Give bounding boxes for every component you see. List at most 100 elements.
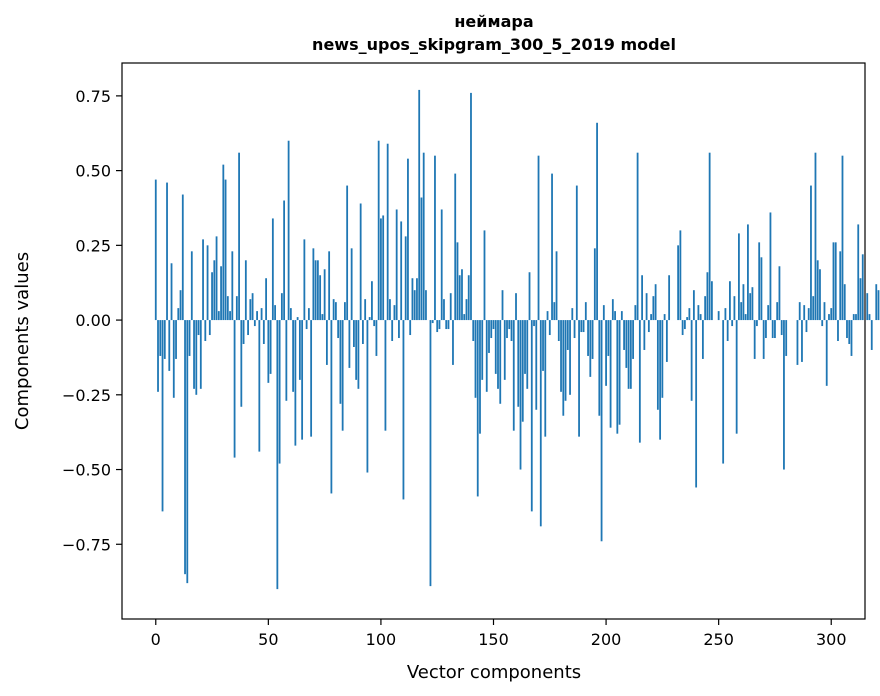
bar-267	[756, 320, 758, 327]
x-tick-label: 100	[366, 630, 397, 649]
bar-15	[188, 320, 191, 356]
bar-3	[161, 320, 164, 512]
bar-220	[650, 314, 653, 321]
bar-0	[154, 179, 157, 321]
bar-255	[729, 281, 731, 321]
bar-82	[339, 320, 342, 404]
bar-170	[537, 155, 540, 321]
bar-272	[767, 305, 770, 321]
bar-160	[515, 293, 517, 321]
bar-95	[368, 317, 371, 321]
bar-211	[629, 320, 632, 389]
bar-180	[560, 320, 562, 392]
bar-178	[555, 251, 558, 321]
bar-13	[184, 320, 186, 575]
bar-66	[303, 239, 306, 321]
bar-25	[211, 272, 213, 321]
bar-172	[542, 320, 544, 371]
bar-79	[332, 299, 335, 321]
bar-254	[726, 320, 729, 341]
bar-243	[701, 320, 704, 359]
bar-115	[413, 290, 416, 321]
bar-107	[395, 209, 398, 321]
bar-59	[287, 140, 290, 321]
x-axis-label: Vector components	[407, 662, 581, 683]
bar-237	[688, 308, 691, 321]
bar-12	[181, 194, 184, 321]
y-tick-label: 0.50	[75, 162, 111, 181]
bar-259	[738, 233, 740, 321]
bar-226	[663, 314, 666, 321]
y-tick-label: −0.75	[62, 535, 111, 554]
bar-269	[760, 257, 763, 321]
bar-293	[814, 152, 817, 321]
bar-305	[841, 155, 844, 321]
bar-5	[166, 182, 168, 321]
bar-117	[418, 89, 421, 321]
bar-14	[186, 320, 189, 584]
y-tick-label: 0.00	[75, 311, 111, 330]
bar-102	[384, 320, 387, 431]
y-tick-label: 0.25	[75, 236, 111, 255]
bar-1	[157, 320, 159, 392]
plot-frame	[121, 62, 866, 620]
bar-132	[452, 320, 454, 365]
bar-10	[177, 308, 180, 321]
bar-147	[485, 320, 488, 392]
bar-122	[429, 320, 432, 587]
bar-296	[821, 320, 824, 327]
bar-60	[289, 308, 292, 321]
bar-188	[578, 320, 580, 437]
bar-275	[774, 320, 776, 339]
bar-268	[758, 242, 761, 321]
bar-58	[285, 320, 288, 401]
bar-148	[488, 320, 490, 353]
bar-288	[803, 305, 806, 321]
bar-303	[837, 320, 839, 341]
bar-45	[256, 311, 258, 321]
bar-187	[575, 185, 578, 321]
bar-168	[533, 320, 535, 327]
bar-144	[479, 320, 481, 434]
bar-38	[240, 320, 243, 407]
bar-212	[632, 320, 634, 359]
bar-136	[461, 269, 463, 321]
bar-246	[708, 152, 711, 321]
bar-256	[731, 320, 734, 327]
bar-224	[659, 320, 662, 440]
bar-245	[706, 272, 709, 321]
bar-298	[825, 320, 828, 386]
bar-8	[172, 320, 175, 398]
bar-313	[859, 278, 862, 321]
bar-81	[337, 320, 340, 339]
bar-152	[497, 320, 499, 389]
bar-56	[280, 293, 283, 321]
bar-91	[359, 203, 362, 321]
bar-46	[258, 320, 261, 452]
bar-320	[875, 284, 878, 321]
bar-158	[510, 320, 513, 341]
bar-27	[215, 236, 218, 321]
bar-265	[751, 287, 754, 321]
bar-98	[375, 320, 378, 356]
bar-173	[544, 320, 547, 437]
y-tick-label: −0.25	[62, 386, 111, 405]
bar-112	[407, 158, 409, 321]
bar-193	[589, 320, 592, 377]
bar-103	[386, 143, 389, 321]
bar-32	[226, 296, 229, 321]
bar-294	[816, 260, 819, 321]
bar-307	[846, 320, 848, 339]
bar-219	[647, 320, 650, 333]
bar-29	[220, 266, 222, 321]
bar-213	[634, 305, 637, 321]
bar-109	[400, 221, 403, 321]
bar-192	[587, 320, 589, 356]
bar-133	[454, 173, 457, 321]
bar-16	[190, 251, 193, 321]
bar-78	[330, 320, 333, 494]
bar-34	[231, 251, 234, 321]
bar-130	[447, 320, 450, 330]
bar-266	[753, 320, 756, 359]
bar-297	[823, 302, 826, 321]
